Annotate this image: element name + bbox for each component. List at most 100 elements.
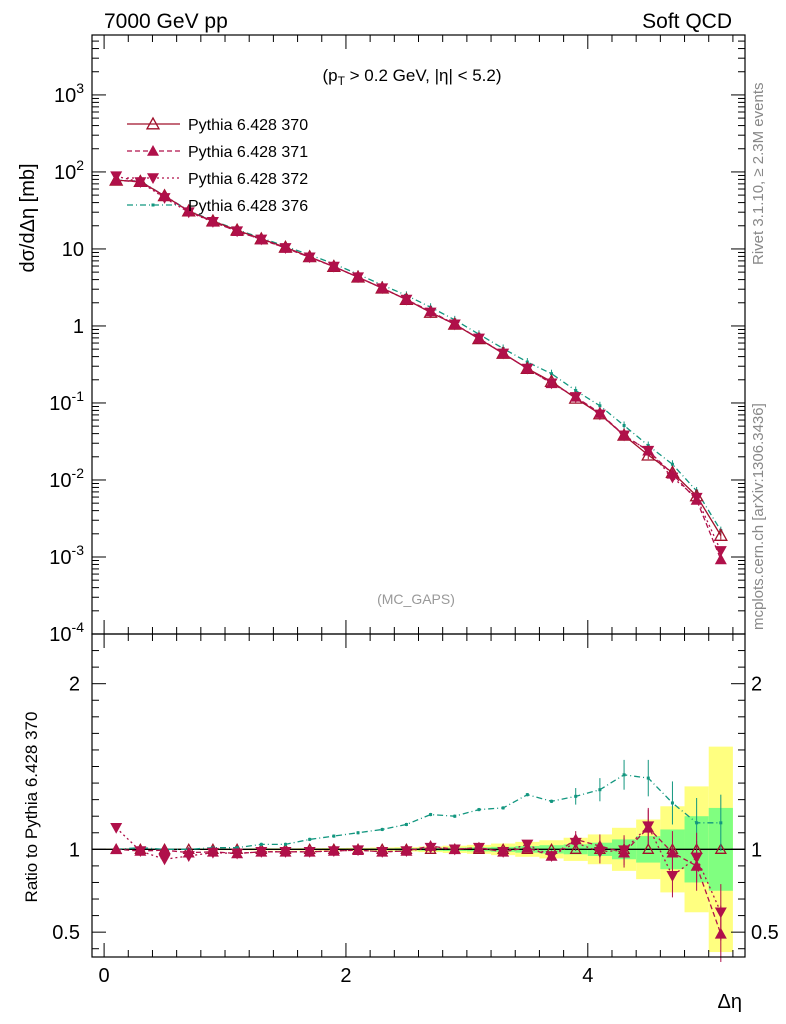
marker-filled-triangle-down <box>569 392 582 403</box>
marker-filled-triangle-down <box>352 272 365 284</box>
marker-dot <box>283 842 287 846</box>
main-series-3 <box>110 171 727 557</box>
marker-filled-triangle-down <box>593 847 606 858</box>
marker-dot <box>622 773 626 777</box>
series-line <box>116 175 722 552</box>
ratio-y-tick-label-left: 2 <box>69 674 80 696</box>
ratio-line <box>116 774 721 850</box>
marker-filled-triangle-down <box>666 472 679 484</box>
marker-dot <box>550 372 554 376</box>
marker-filled-triangle-down <box>690 852 703 864</box>
main-series-1 <box>109 172 728 541</box>
marker-open-triangle <box>714 842 727 854</box>
marker-filled-triangle-up <box>714 553 727 565</box>
marker-filled-triangle-down <box>255 847 268 858</box>
marker-filled-triangle-up <box>666 846 679 858</box>
marker-filled-triangle-down <box>400 846 413 857</box>
marker-filled-triangle-down <box>472 333 485 345</box>
ratio-series-2 <box>110 807 727 941</box>
series-line <box>116 179 722 536</box>
marker-filled-triangle-down <box>642 445 655 457</box>
marker-filled-triangle-up <box>147 145 159 156</box>
marker-filled-triangle-down <box>448 844 461 856</box>
marker-dot <box>622 423 626 427</box>
marker-dot <box>719 821 723 825</box>
marker-filled-triangle-down <box>424 307 437 319</box>
marker-filled-triangle-down <box>545 851 558 862</box>
marker-dot <box>501 806 505 810</box>
legend-entry-label: Pythia 6.428 371 <box>188 144 308 161</box>
marker-filled-triangle-down <box>134 846 147 857</box>
ratio-frame <box>91 633 746 958</box>
marker-dot <box>259 842 263 846</box>
marker-filled-triangle-down <box>158 193 171 204</box>
main-y-tick-label: 1 <box>73 316 84 338</box>
marker-dot <box>574 389 578 393</box>
ratio-series-layer <box>110 759 727 962</box>
marker-dot <box>429 813 433 817</box>
main-panel: 10-4 10-3 10-2 10-1 1 10 102 103 (pT > 0.2 GeV,… <box>17 34 746 646</box>
marker-dot <box>670 462 674 466</box>
main-series-2 <box>110 174 727 565</box>
marker-filled-triangle-up <box>158 844 171 855</box>
marker-dot <box>525 793 529 797</box>
rivet-label: Rivet 3.1.10, ≥ 2.3M events <box>750 83 767 266</box>
ratio-y-tick-label-right: 1 <box>751 839 762 861</box>
legend: Pythia 6.428 370 Pythia 6.428 371 Pythia 6… <box>127 116 308 215</box>
marker-filled-triangle-down <box>303 252 316 264</box>
x-tick-label: 4 <box>582 965 593 987</box>
marker-filled-triangle-down <box>279 243 292 254</box>
marker-dot <box>380 827 384 831</box>
marker-filled-triangle-down <box>182 207 195 219</box>
marker-filled-triangle-up <box>110 843 123 855</box>
marker-filled-triangle-down <box>110 171 123 183</box>
marker-dot <box>477 808 481 812</box>
marker-filled-triangle-down <box>448 319 461 331</box>
marker-filled-triangle-down <box>618 845 631 857</box>
marker-filled-triangle-down <box>327 261 340 273</box>
marker-dot <box>574 794 578 798</box>
legend-entry-label: Pythia 6.428 372 <box>188 171 308 188</box>
marker-dot <box>670 801 674 805</box>
main-series-4 <box>114 176 723 535</box>
marker-dot <box>598 788 602 792</box>
main-axis-ticks: 10-4 10-3 10-2 10-1 1 10 102 103 <box>49 34 745 646</box>
x-tick-label: 0 <box>99 965 110 987</box>
marker-dot <box>356 831 360 835</box>
ratio-line <box>116 826 722 935</box>
marker-filled-triangle-down <box>110 823 123 834</box>
marker-open-triangle <box>145 116 161 130</box>
marker-dot <box>308 837 312 841</box>
marker-filled-triangle-down <box>147 173 159 184</box>
marker-filled-triangle-down <box>231 226 244 238</box>
marker-dot <box>695 821 699 825</box>
marker-filled-triangle-down <box>521 363 534 375</box>
energy-label: 7000 GeV pp <box>104 10 228 33</box>
ratio-y-tick-label-left: 1 <box>69 839 80 861</box>
marker-filled-triangle-down <box>303 847 316 858</box>
marker-dot <box>332 834 336 838</box>
series-line <box>116 179 722 531</box>
legend-entry-label: Pythia 6.428 376 <box>188 198 308 215</box>
marker-filled-triangle-down <box>593 409 606 421</box>
ratio-panel: 0.5 0.51 12 20 2 4 Ratio to Pythia 6.428 370 … <box>22 633 779 1013</box>
marker-open-triangle <box>642 842 655 854</box>
main-y-tick-label: 10 <box>62 239 84 261</box>
ratio-y-tick-label-left: 0.5 <box>52 922 80 944</box>
marker-dot <box>151 203 155 207</box>
marker-filled-triangle-down <box>618 430 631 442</box>
marker-filled-triangle-down <box>206 847 219 859</box>
marker-filled-triangle-down <box>255 234 268 246</box>
ratio-y-tick-label-right: 2 <box>751 674 762 696</box>
main-y-tick-label: 10-4 <box>49 619 84 646</box>
process-label: Soft QCD <box>642 10 732 33</box>
marker-open-triangle <box>569 842 582 854</box>
mcplots-label: mcplots.cern.ch [arXiv:1306.3436] <box>750 403 767 630</box>
marker-filled-triangle-down <box>497 847 510 858</box>
marker-filled-triangle-down <box>666 871 679 882</box>
marker-filled-triangle-down <box>231 848 244 860</box>
cut-label: (pT > 0.2 GeV, |η| < 5.2) <box>322 66 501 88</box>
marker-filled-triangle-down <box>279 847 292 858</box>
marker-filled-triangle-down <box>352 845 365 857</box>
